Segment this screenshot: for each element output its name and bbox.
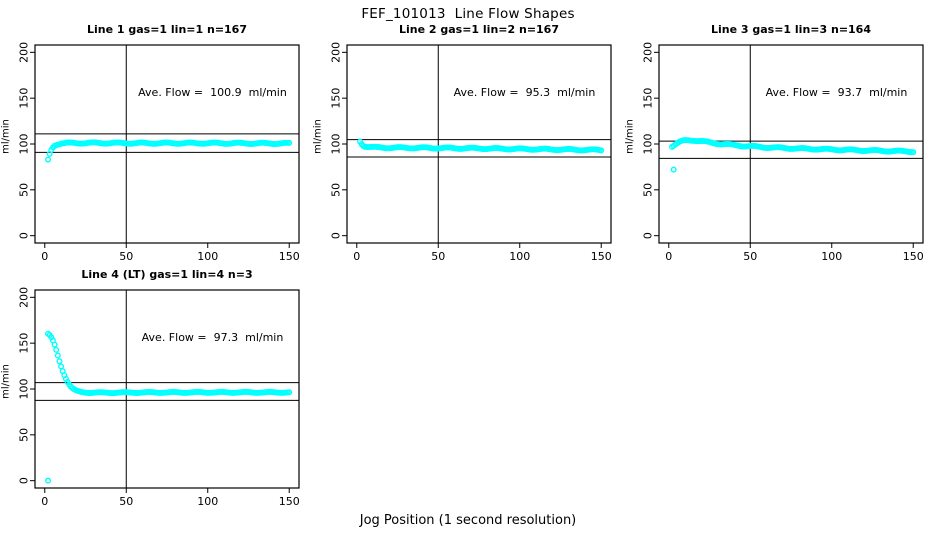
svg-text:100: 100 [642,134,655,155]
ave-flow-annotation: Ave. Flow = 93.7 ml/min [765,86,908,99]
svg-text:50: 50 [330,183,343,197]
svg-text:0: 0 [41,495,48,508]
svg-text:100: 100 [821,250,842,263]
ave-flow-annotation: Ave. Flow = 95.3 ml/min [453,86,596,99]
svg-text:50: 50 [431,250,445,263]
svg-text:100: 100 [330,134,343,155]
svg-text:200: 200 [642,42,655,63]
svg-text:100: 100 [18,379,31,400]
svg-text:150: 150 [330,88,343,109]
plot-area: 0 50 100 150 0 50 100 150 200 [330,42,612,263]
svg-text:100: 100 [18,134,31,155]
panel-title: Line 2 gas=1 lin=2 n=167 [398,23,559,36]
figure-title: FEF_101013 Line Flow Shapes [361,6,575,22]
svg-text:150: 150 [903,250,924,263]
panel-line-3: Line 3 gas=1 lin=3 n=164 ml/min Ave. Flo… [624,0,936,268]
plot-area: 0 50 100 150 0 50 100 150 200 [18,42,300,263]
svg-text:0: 0 [18,232,31,239]
svg-text:150: 150 [591,250,612,263]
panel-line-2: Line 2 gas=1 lin=2 n=167 ml/min Ave. Flo… [312,0,624,268]
plot-area: 0 50 100 150 0 50 100 150 200 [18,287,300,508]
svg-text:200: 200 [18,42,31,63]
svg-text:0: 0 [18,477,31,484]
svg-text:0: 0 [353,250,360,263]
plot-area: 0 50 100 150 0 50 100 150 200 [642,42,924,263]
svg-text:150: 150 [18,333,31,354]
panel-line-1: Line 1 gas=1 lin=1 n=167 ml/min Ave. Flo… [0,0,312,268]
svg-text:50: 50 [743,250,757,263]
svg-text:0: 0 [665,250,672,263]
svg-text:150: 150 [642,88,655,109]
svg-text:50: 50 [119,495,133,508]
svg-text:100: 100 [197,495,218,508]
svg-text:100: 100 [509,250,530,263]
panel-title: Line 4 (LT) gas=1 lin=4 n=3 [81,268,253,281]
svg-text:0: 0 [330,232,343,239]
svg-text:100: 100 [197,250,218,263]
svg-text:50: 50 [119,250,133,263]
svg-text:150: 150 [279,495,300,508]
ave-flow-annotation: Ave. Flow = 97.3 ml/min [141,331,284,344]
svg-text:200: 200 [18,287,31,308]
ave-flow-annotation: Ave. Flow = 100.9 ml/min [138,86,287,99]
svg-text:0: 0 [642,232,655,239]
svg-text:200: 200 [330,42,343,63]
panel-title: Line 3 gas=1 lin=3 n=164 [710,23,871,36]
x-axis-label: Jog Position (1 second resolution) [359,513,577,528]
svg-text:50: 50 [18,183,31,197]
svg-text:150: 150 [279,250,300,263]
panel-title: Line 1 gas=1 lin=1 n=167 [86,23,247,36]
panel-line-4: Line 4 (LT) gas=1 lin=4 n=3 ml/min Ave. … [0,245,312,513]
svg-text:50: 50 [18,428,31,442]
svg-text:150: 150 [18,88,31,109]
svg-text:0: 0 [41,250,48,263]
svg-text:50: 50 [642,183,655,197]
